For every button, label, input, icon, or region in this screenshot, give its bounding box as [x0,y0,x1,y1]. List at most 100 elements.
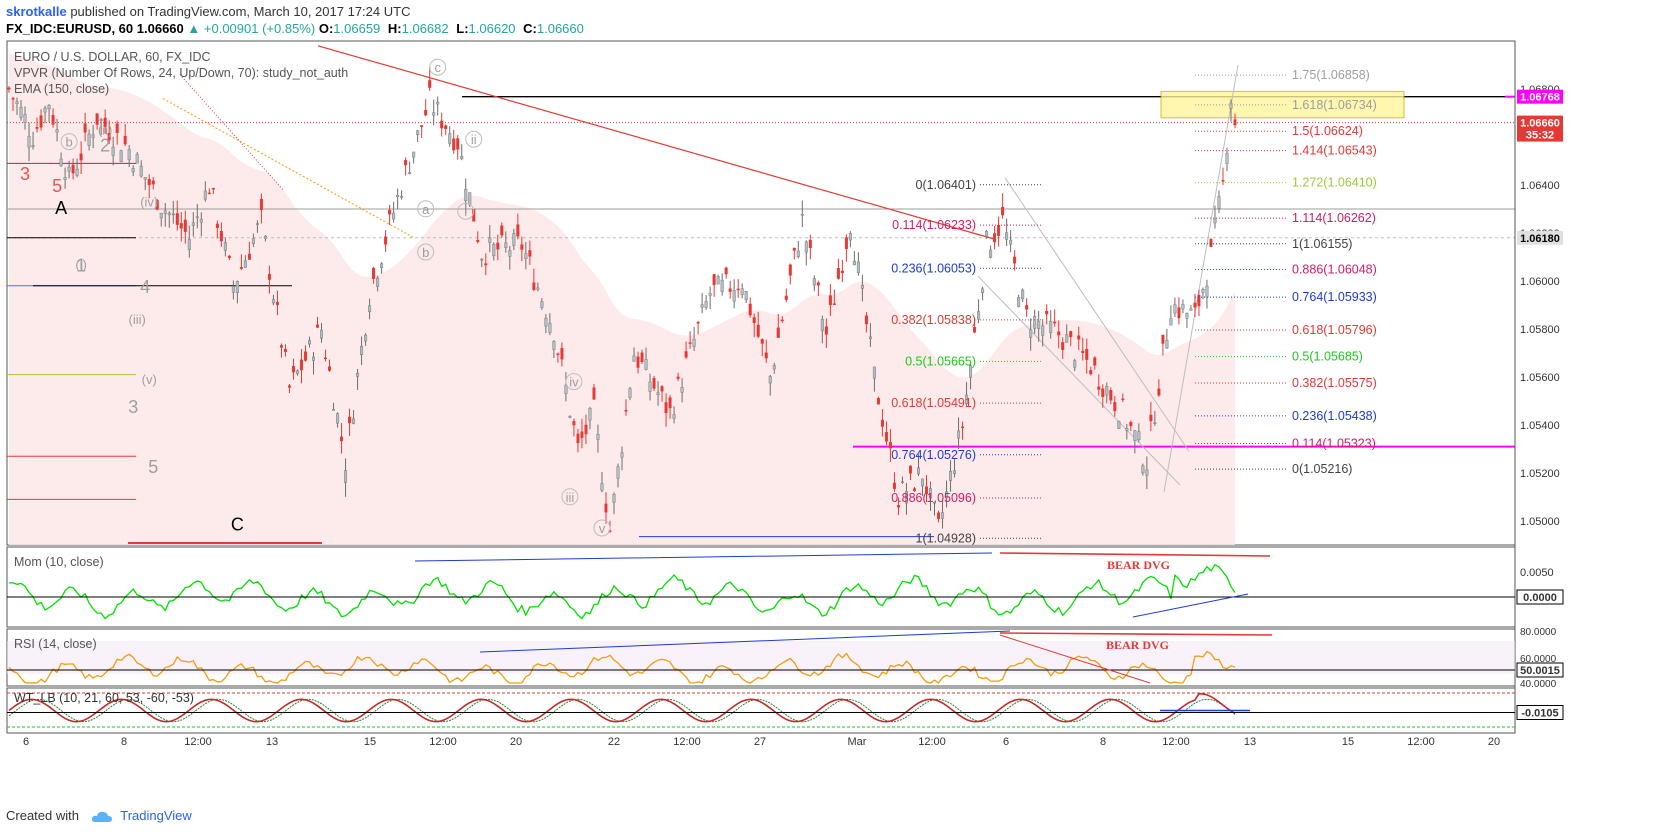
candle-body [299,359,303,371]
candle-body [203,190,207,200]
candle-body [844,237,848,249]
candle-body [412,151,416,158]
candle-body [436,101,440,105]
candle-body [568,416,572,418]
price-badge-text: 35:32 [1526,130,1554,142]
candle-body [973,327,977,333]
candle-body [247,253,251,260]
rsi-bear-dvg-label: BEAR DVG [1106,638,1169,652]
candle-body [1213,218,1217,224]
candle-body [1005,232,1009,240]
candle-body [520,244,524,250]
author-link[interactable]: skrotkalle [6,4,67,19]
candle-body [604,503,608,513]
candle-body [548,322,552,333]
candle-body [155,200,159,210]
candle-body [632,355,636,362]
candle-body [912,488,916,492]
candle-body [223,242,227,251]
wave-circle [565,373,583,391]
time-tick-label: 12:00 [1162,736,1190,748]
channel-lower-line [977,275,1181,486]
mom-tick: 0.0050 [1520,567,1554,579]
candle-body [716,276,720,285]
candle-body [364,334,368,342]
rsi-bear-line [999,632,1273,636]
candle-body [1061,342,1065,350]
candle-body [1121,398,1125,400]
fib-right-label: 0(1.05216) [1292,462,1352,476]
candle-body [772,365,776,370]
candle-body [307,340,311,345]
candle-body [303,351,307,361]
candle-body [892,482,896,489]
price-tick-label: 1.06400 [1520,180,1560,192]
candle-body [340,436,344,442]
time-tick-label: 6 [23,736,29,748]
fib-right-label: 1.272(1.06410) [1292,176,1377,190]
candle-body [43,107,47,113]
candle-body [135,154,139,164]
fib-left-label: 0.5(1.05665) [905,354,976,368]
tradingview-link[interactable]: TradingView [120,808,192,823]
candle-body [636,356,640,368]
time-tick-label: 12:00 [918,736,946,748]
candle-body [688,342,692,344]
candle-body [736,288,740,291]
candle-body [512,233,516,246]
fib-right-label: 0.886(1.06048) [1292,262,1377,276]
fib-right-label: 1.5(1.06624) [1292,124,1363,138]
price-badge-text: 1.06180 [1520,233,1560,245]
candle-body [352,418,356,424]
time-tick-label: 13 [1244,736,1256,748]
candle-body [1225,152,1229,164]
candle-body [187,239,191,250]
time-tick-label: 12:00 [184,736,212,748]
wave-sublabel: (i) [75,257,87,272]
wave-sublabel: v [599,521,606,536]
candle-body [1117,420,1121,429]
time-tick-label: 27 [754,736,766,748]
candle-body [67,166,71,172]
fib-right-label: 1.618(1.06734) [1292,98,1377,112]
wave-sublabel: i [464,204,467,219]
candle-body [452,138,456,151]
candle-body [468,192,472,205]
candle-body [376,277,380,287]
candle-body [356,373,360,377]
candle-body [1197,294,1201,307]
candle-body [35,127,39,129]
candle-body [255,223,259,225]
candle-body [780,319,784,322]
candle-body [500,225,504,236]
candle-body [263,236,267,239]
rsi-badge [1516,662,1564,678]
rsi-tick: 80.0000 [1520,627,1557,638]
candle-body [392,212,396,220]
candle-body [888,442,892,449]
candle-body [55,129,59,133]
candle-body [640,352,644,362]
candle-body [420,125,424,127]
candle-body [929,488,933,499]
candle-body [748,303,752,316]
candle-body [372,267,376,279]
candle-body [103,117,107,128]
candle-body [320,329,324,339]
candle-body [760,339,764,344]
candle-body [612,494,616,503]
candle-body [1113,402,1117,412]
candle-body [628,388,632,398]
candle-body [620,452,624,458]
candle-body [588,408,592,421]
price-tick-label: 1.05400 [1520,420,1560,432]
candle-body [259,198,263,211]
candle-body [480,259,484,261]
fib-right-label: 1.114(1.06262) [1292,211,1376,225]
candle-body [808,239,812,249]
time-tick-label: 6 [1003,736,1009,748]
candle-body [900,481,904,483]
candle-body [977,311,981,320]
candle-body [464,188,468,202]
